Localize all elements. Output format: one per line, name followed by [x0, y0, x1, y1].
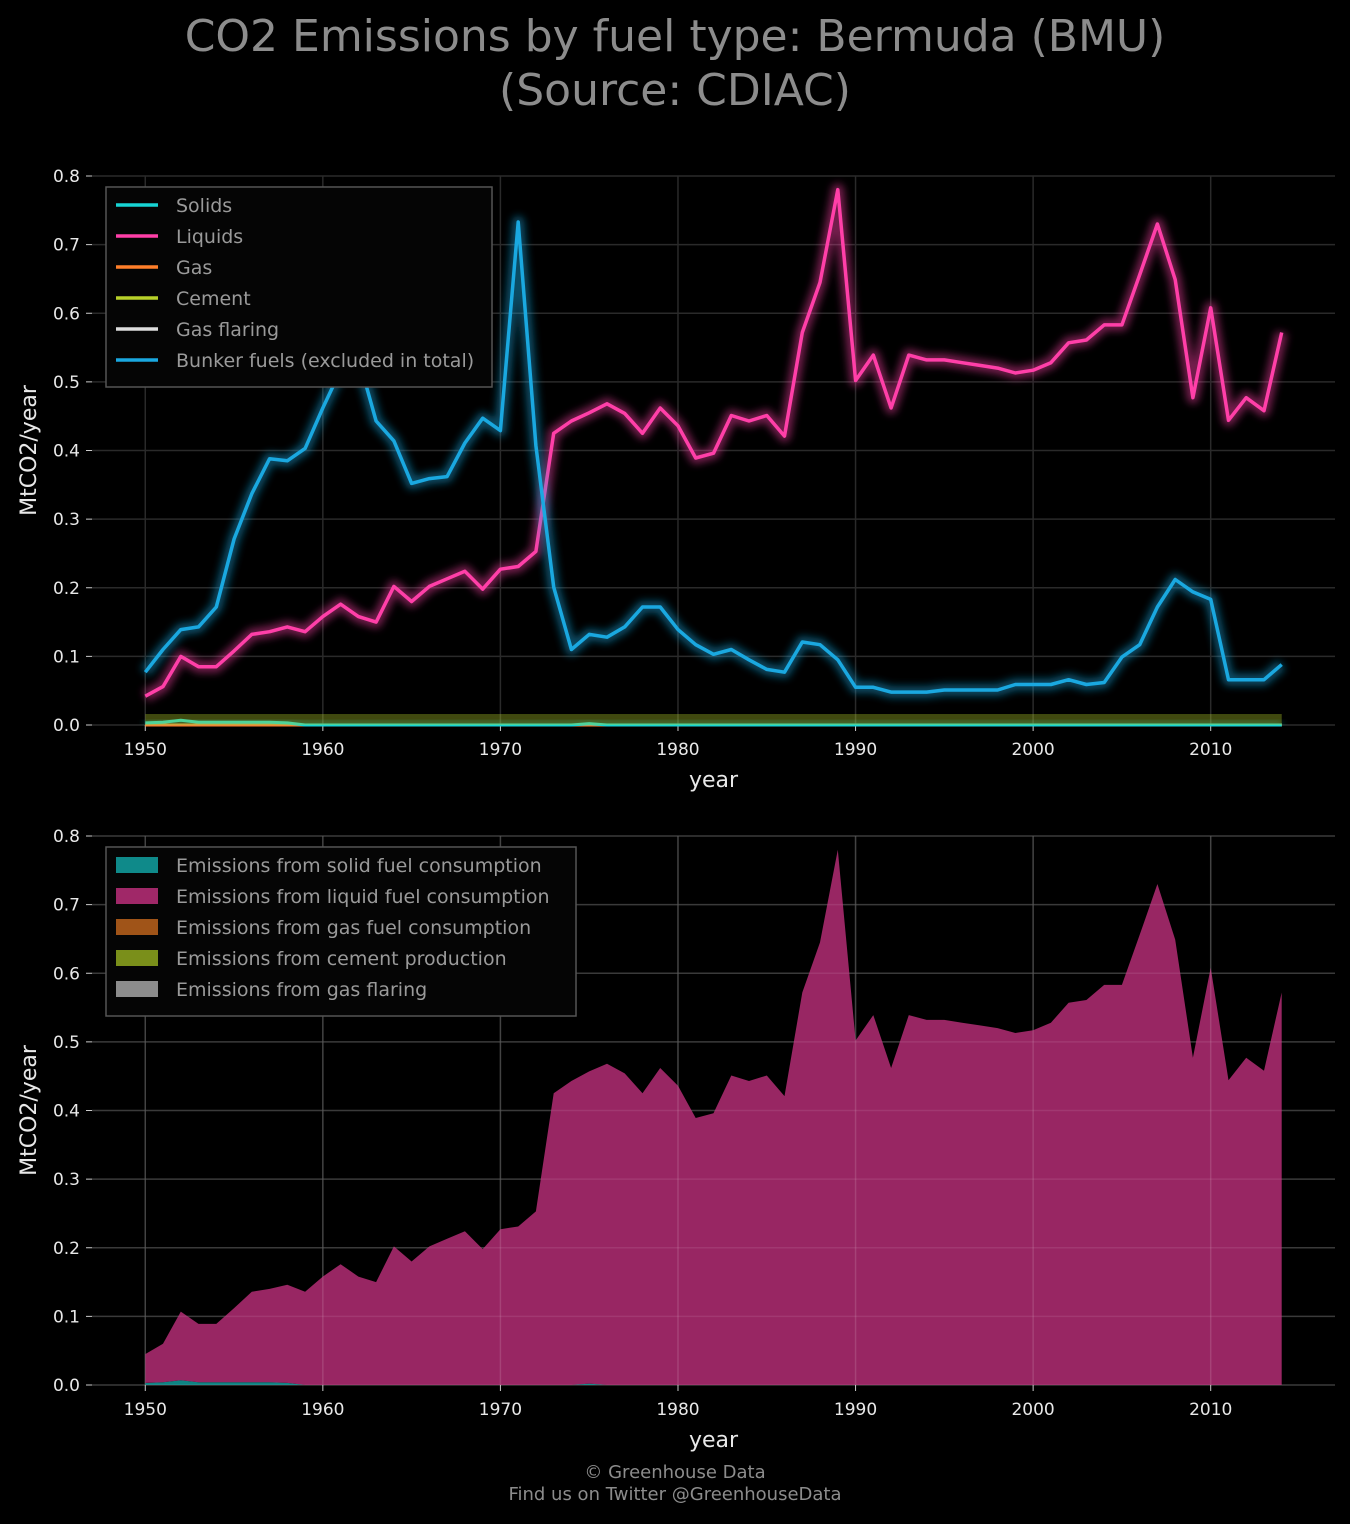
x-tick-label: 1960 — [301, 1400, 344, 1420]
x-tick-label: 1960 — [301, 740, 344, 760]
legend-swatch-3 — [116, 950, 158, 966]
y-tick-label: 0.4 — [53, 442, 80, 462]
legend-entry-2: Emissions from gas fuel consumption — [176, 917, 531, 939]
legend-entry-3: Emissions from cement production — [176, 948, 507, 970]
x-tick-label: 1950 — [124, 1400, 167, 1420]
chart-title-line-2: (Source: CDIAC) — [499, 65, 851, 116]
y-axis-label: MtCO2/year — [17, 384, 42, 516]
area-0 — [145, 1380, 1282, 1385]
legend-entry-5: Bunker fuels (excluded in total) — [176, 350, 474, 372]
legend-entry-3: Cement — [176, 288, 251, 310]
y-tick-label: 0.6 — [53, 964, 80, 984]
x-tick-label: 1990 — [834, 1400, 877, 1420]
legend-entry-4: Gas flaring — [176, 319, 279, 341]
legend-entry-2: Gas — [176, 257, 212, 279]
legend: Solids Liquids Gas Cement Gas flaring Bunker … — [105, 186, 493, 388]
x-tick-label: 1970 — [479, 1400, 522, 1420]
legend-entry-0: Solids — [176, 195, 232, 217]
y-tick-label: 0.2 — [53, 1239, 80, 1259]
x-axis-label: year — [689, 768, 739, 793]
y-tick-label: 0.3 — [53, 1170, 80, 1190]
legend-entry-4: Emissions from gas flaring — [176, 979, 427, 1001]
x-tick-label: 2010 — [1189, 1400, 1232, 1420]
y-tick-label: 0.5 — [53, 1033, 80, 1053]
x-axis-label: year — [689, 1428, 739, 1453]
legend-swatch-4 — [116, 981, 158, 997]
legend-entry-0: Emissions from solid fuel consumption — [176, 855, 542, 877]
legend-entry-1: Emissions from liquid fuel consumption — [176, 886, 550, 908]
y-tick-label: 0.8 — [53, 167, 80, 187]
legend-swatch-2 — [116, 919, 158, 935]
y-tick-label: 0.0 — [53, 716, 80, 736]
footer-twitter: Find us on Twitter @GreenhouseData — [508, 1484, 842, 1505]
y-tick-label: 0.1 — [53, 1307, 80, 1327]
legend-swatch-0 — [116, 857, 158, 873]
footer-copyright: © Greenhouse Data — [584, 1462, 766, 1483]
legend-box — [105, 186, 493, 388]
y-axis-label: MtCO2/year — [17, 1044, 42, 1176]
y-tick-label: 0.4 — [53, 1102, 80, 1122]
near-zero-band — [145, 714, 1282, 725]
series-line-1 — [144, 187, 1284, 698]
x-tick-label: 1990 — [834, 740, 877, 760]
legend-box — [105, 846, 577, 1017]
area-1 — [145, 849, 1282, 1385]
x-tick-label: 1980 — [656, 1400, 699, 1420]
y-tick-label: 0.8 — [53, 827, 80, 847]
x-tick-label: 1950 — [124, 740, 167, 760]
series-line-0 — [145, 718, 1282, 727]
footer: © Greenhouse Data Find us on Twitter @Gr… — [0, 1462, 1350, 1506]
y-tick-label: 0.3 — [53, 510, 80, 530]
y-tick-label: 0.7 — [53, 896, 80, 916]
line-chart-top: 1950 1960 1970 1980 1990 2000 2010 0.0 0.1 0.2 0.3… — [17, 167, 1335, 793]
y-tick-label: 0.7 — [53, 236, 80, 256]
x-tick-label: 1980 — [656, 740, 699, 760]
y-tick-label: 0.5 — [53, 373, 80, 393]
x-tick-label: 2000 — [1011, 1400, 1054, 1420]
chart-title-line-1: CO2 Emissions by fuel type: Bermuda (BMU… — [184, 11, 1166, 62]
chart-title: CO2 Emissions by fuel type: Bermuda (BMU… — [0, 10, 1350, 118]
y-tick-label: 0.2 — [53, 579, 80, 599]
y-tick-label: 0.6 — [53, 304, 80, 324]
y-tick-label: 0.1 — [53, 647, 80, 667]
legend-entry-1: Liquids — [176, 226, 243, 248]
legend-swatch-1 — [116, 888, 158, 904]
x-tick-label: 2010 — [1189, 740, 1232, 760]
x-tick-label: 2000 — [1011, 740, 1054, 760]
legend: Emissions from solid fuel consumption Emi… — [105, 846, 577, 1017]
y-tick-label: 0.0 — [53, 1376, 80, 1396]
x-tick-label: 1970 — [479, 740, 522, 760]
area-chart-bottom: 1950 1960 1970 1980 1990 2000 2010 0.0 0.1 0.2 0.3… — [17, 827, 1335, 1453]
